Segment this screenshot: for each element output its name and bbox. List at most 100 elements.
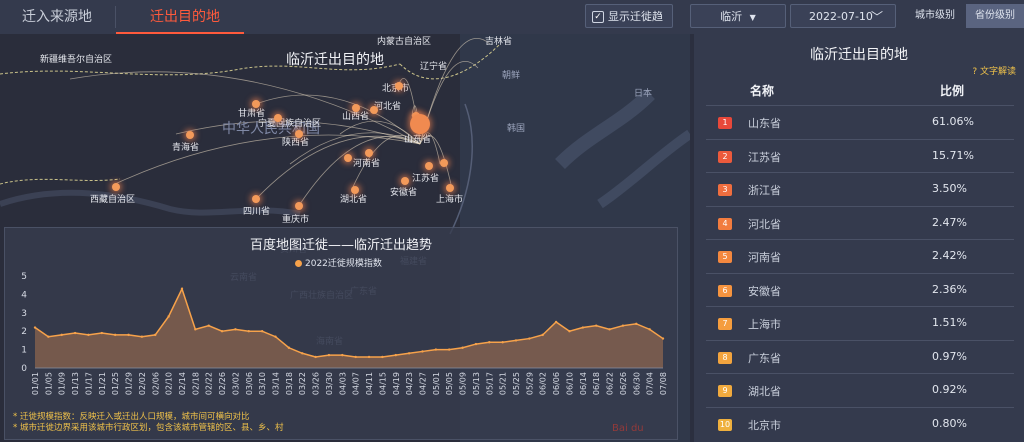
ranking-row[interactable]: 7 上海市 1.51% [706, 306, 1014, 340]
data-point[interactable] [301, 352, 304, 355]
data-point[interactable] [381, 355, 384, 359]
date-picker[interactable]: 2022-07-10 ﹀ [790, 4, 896, 28]
data-point[interactable] [661, 337, 665, 340]
row-ratio: 0.92% [932, 383, 967, 396]
data-point[interactable] [354, 355, 357, 359]
origin-city-marker[interactable] [410, 114, 430, 134]
data-point[interactable] [60, 333, 63, 337]
data-point[interactable] [100, 331, 104, 335]
data-point[interactable] [594, 324, 598, 327]
city-marker[interactable] [112, 183, 120, 191]
data-point[interactable] [287, 346, 291, 349]
data-point[interactable] [234, 328, 237, 331]
trend-line-chart[interactable]: 0 1 2 3 4 5 01/01 01/05 01/09 01/13 01/17 01/21 01/2… [5, 248, 677, 408]
data-point[interactable] [247, 330, 250, 333]
city-marker[interactable] [370, 106, 378, 114]
ranking-row[interactable]: 3 浙江省 3.50% [706, 172, 1014, 206]
city-marker[interactable] [446, 184, 454, 192]
city-marker[interactable] [351, 186, 359, 194]
data-point[interactable] [207, 324, 210, 327]
map-label: 内蒙古自治区 [377, 37, 432, 47]
row-name: 上海市 [748, 318, 781, 331]
x-tick-label: 03/18 [285, 372, 294, 395]
data-point[interactable] [314, 355, 317, 359]
data-point[interactable] [448, 348, 451, 351]
data-point[interactable] [488, 341, 491, 344]
data-point[interactable] [140, 335, 144, 338]
series-line[interactable] [34, 286, 664, 358]
chart-legend[interactable]: 2022迁徙规模指数 [295, 256, 382, 269]
city-marker[interactable] [425, 162, 433, 170]
checkbox-checked-icon[interactable]: ✓ [592, 11, 604, 23]
ranking-row[interactable]: 8 广东省 0.97% [706, 339, 1014, 374]
data-point[interactable] [648, 328, 651, 331]
data-point[interactable] [528, 337, 531, 340]
data-point[interactable] [274, 335, 277, 338]
data-point[interactable] [621, 324, 625, 327]
text-explain-link[interactable]: ? 文字解读 [972, 64, 1016, 77]
data-point[interactable] [154, 333, 157, 337]
city-marker[interactable] [274, 114, 282, 122]
city-marker[interactable] [295, 130, 303, 138]
city-marker[interactable] [365, 149, 373, 157]
data-point[interactable] [194, 328, 197, 331]
x-tick-label: 04/23 [405, 372, 414, 395]
data-point[interactable] [608, 328, 611, 331]
ranking-row[interactable]: 4 河北省 2.47% [706, 205, 1014, 240]
data-point[interactable] [514, 339, 518, 342]
data-point[interactable] [461, 346, 464, 349]
data-point[interactable] [568, 330, 571, 333]
tab-outbound-destination[interactable]: 迁出目的地 [150, 9, 220, 25]
flow-line [419, 132, 441, 165]
tab-inbound-source[interactable]: 迁入来源地 [22, 9, 92, 25]
data-point[interactable] [327, 353, 331, 357]
data-point[interactable] [180, 287, 184, 291]
map-label: 河北省 [374, 102, 402, 112]
data-point[interactable] [47, 335, 50, 338]
level-province-button[interactable]: 省份级别 [966, 4, 1024, 28]
city-marker[interactable] [252, 100, 260, 108]
ranking-row[interactable]: 2 江苏省 15.71% [706, 138, 1014, 173]
data-point[interactable] [220, 330, 224, 333]
data-point[interactable] [73, 331, 77, 335]
data-point[interactable] [501, 341, 504, 344]
data-point[interactable] [474, 342, 478, 346]
data-point[interactable] [113, 333, 117, 337]
data-point[interactable] [541, 333, 544, 337]
data-point[interactable] [434, 348, 438, 351]
data-point[interactable] [87, 333, 90, 337]
level-city-button[interactable]: 城市级别 [915, 10, 955, 21]
city-marker[interactable] [395, 82, 403, 90]
city-marker[interactable] [252, 195, 260, 203]
ranking-row[interactable]: 9 湖北省 0.92% [706, 373, 1014, 407]
city-marker[interactable] [440, 159, 448, 167]
city-marker[interactable] [295, 202, 303, 210]
ranking-row[interactable]: 5 河南省 2.42% [706, 239, 1014, 273]
ranking-row[interactable]: 10 北京市 0.80% [706, 406, 1014, 441]
data-point[interactable] [635, 322, 638, 326]
data-point[interactable] [367, 355, 371, 359]
city-marker[interactable] [401, 177, 409, 185]
data-point[interactable] [127, 333, 130, 337]
x-tick-label: 01/25 [111, 372, 120, 395]
city-marker[interactable] [352, 104, 360, 112]
data-point[interactable] [341, 353, 344, 357]
row-name: 山东省 [748, 117, 781, 130]
column-header-ratio: 比例 [940, 84, 965, 98]
city-marker[interactable] [186, 131, 194, 139]
data-point[interactable] [581, 326, 585, 329]
data-point[interactable] [33, 326, 37, 329]
data-point[interactable] [407, 352, 411, 355]
city-marker[interactable] [344, 154, 352, 162]
data-point[interactable] [167, 315, 170, 318]
x-tick-label: 03/02 [231, 372, 240, 395]
ranking-row[interactable]: 1 山东省 61.06% [706, 105, 1014, 139]
data-point[interactable] [394, 353, 397, 357]
show-trend-toggle[interactable]: ✓ 显示迁徙趋势 [585, 4, 673, 47]
data-point[interactable] [554, 320, 558, 324]
x-tick-label: 04/07 [352, 372, 361, 395]
ranking-row[interactable]: 6 安徽省 2.36% [706, 272, 1014, 307]
data-point[interactable] [421, 350, 424, 353]
data-point[interactable] [260, 330, 264, 333]
city-dropdown[interactable]: 临沂 ▼ [690, 4, 786, 28]
